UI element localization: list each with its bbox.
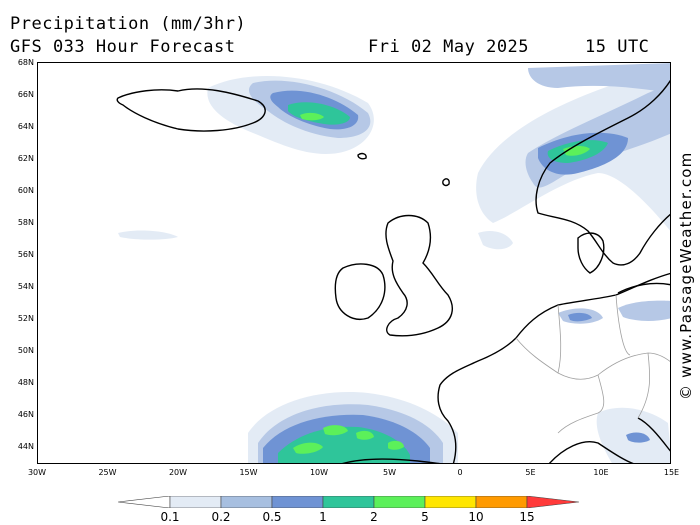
map-title: Precipitation (mm/3hr) xyxy=(10,14,247,34)
precip-atlantic xyxy=(118,230,178,240)
precip-biscay-teal xyxy=(278,426,410,463)
lon-label: 5W xyxy=(383,468,396,477)
precip-biscay-green4 xyxy=(388,440,404,450)
legend-label: 5 xyxy=(421,510,429,524)
lat-label: 64N xyxy=(17,122,34,131)
legend-cell xyxy=(169,496,222,508)
precip-alps-blue xyxy=(626,432,650,443)
border-5 xyxy=(615,294,631,356)
italy-coast xyxy=(637,417,670,452)
border-4 xyxy=(557,374,605,434)
lat-label: 56N xyxy=(17,250,34,259)
legend-label: 2 xyxy=(370,510,378,524)
lat-label: 52N xyxy=(17,314,34,323)
legend-arrow-high xyxy=(526,496,580,508)
lat-label: 46N xyxy=(17,410,34,419)
legend-arrow-low xyxy=(118,496,171,508)
lat-label: 50N xyxy=(17,346,34,355)
forecast-time: 15 UTC xyxy=(585,37,650,57)
britain-coast xyxy=(385,214,454,337)
legend-cell xyxy=(322,496,375,508)
lat-label: 44N xyxy=(17,442,34,451)
legend-cell xyxy=(424,496,477,508)
lat-label: 48N xyxy=(17,378,34,387)
border-1 xyxy=(515,337,599,380)
med-coast xyxy=(548,441,634,463)
denmark-coast xyxy=(577,232,605,274)
legend-cell xyxy=(220,496,273,508)
precip-baltic xyxy=(618,300,670,321)
precip-biscay-green3 xyxy=(356,430,374,440)
border-3 xyxy=(597,352,670,376)
lat-label: 54N xyxy=(17,282,34,291)
credit-text: © www.PassageWeather.com xyxy=(677,151,695,400)
shetland-islands xyxy=(442,178,450,187)
lon-label: 15W xyxy=(239,468,258,477)
lon-label: 0 xyxy=(457,468,463,477)
coastline-layer xyxy=(116,79,670,463)
lat-label: 66N xyxy=(17,90,34,99)
lat-label: 62N xyxy=(17,154,34,163)
lon-label: 10W xyxy=(309,468,329,477)
precip-biscay-green1 xyxy=(293,442,323,454)
ireland-coast xyxy=(334,263,386,320)
legend-label: 0.2 xyxy=(211,510,231,524)
precip-germany-blue xyxy=(568,312,592,322)
legend-label: 0.5 xyxy=(262,510,282,524)
forecast-date: Fri 02 May 2025 xyxy=(368,37,530,57)
border-2 xyxy=(557,304,562,374)
baltic-coast xyxy=(617,282,670,294)
lat-label-top: 68N xyxy=(17,58,34,67)
lon-label: 20W xyxy=(168,468,188,477)
border-6 xyxy=(637,352,651,419)
legend-cells xyxy=(118,496,580,508)
legend-label: 10 xyxy=(468,510,484,524)
legend-label: 15 xyxy=(519,510,535,524)
lon-label: 10E xyxy=(593,468,609,477)
iberia-coast xyxy=(342,458,441,463)
borders-layer xyxy=(515,294,670,434)
map-canvas xyxy=(116,63,670,463)
map-subtitle: GFS 033 Hour Forecast xyxy=(10,37,236,57)
lon-label: 5E xyxy=(525,468,536,477)
lon-label: 25W xyxy=(98,468,117,477)
precip-north-sea xyxy=(478,231,513,250)
lon-label: 30W xyxy=(27,468,47,477)
precip-iceland-green xyxy=(300,112,324,121)
legend-label: 0.1 xyxy=(160,510,180,524)
iceland-coast xyxy=(116,88,266,132)
legend-cell xyxy=(373,496,426,508)
legend-label: 1 xyxy=(319,510,327,524)
lon-label: 15E xyxy=(663,468,680,477)
precip-layer xyxy=(118,63,670,463)
precip-biscay-green2 xyxy=(323,425,348,436)
precipitation-map xyxy=(37,62,671,464)
continent-coast xyxy=(437,272,670,463)
legend-cell xyxy=(475,496,528,508)
legend-cell xyxy=(271,496,324,508)
precip-nw-top xyxy=(528,63,670,93)
lat-label: 60N xyxy=(17,186,34,195)
scandinavia-coast xyxy=(535,79,670,266)
legend-colorbar xyxy=(118,496,580,508)
faroe-islands xyxy=(357,152,367,160)
lat-label: 58N xyxy=(17,218,34,227)
